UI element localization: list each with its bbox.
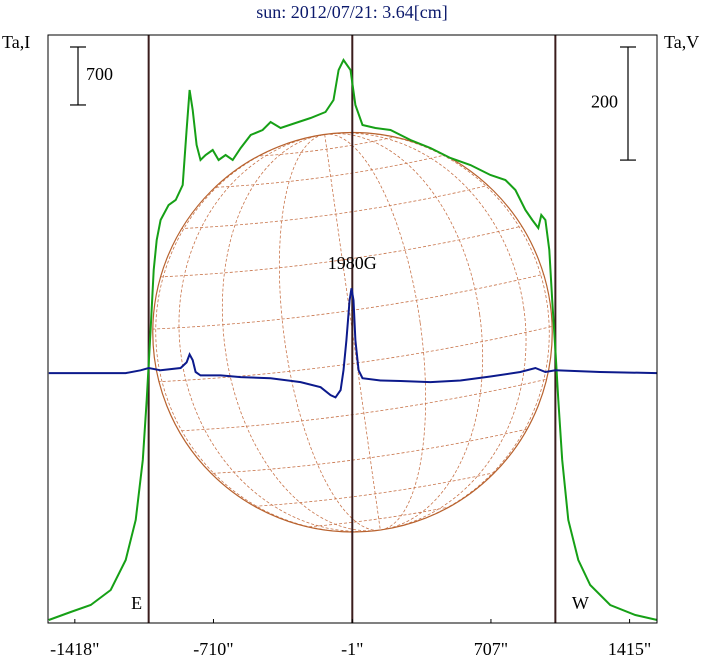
parallel xyxy=(177,421,553,476)
scale-bar-label: 700 xyxy=(86,64,113,84)
parallel xyxy=(152,372,553,433)
parallel xyxy=(152,223,533,278)
parallel xyxy=(175,183,495,230)
parallel xyxy=(255,135,398,157)
parallel xyxy=(214,463,534,509)
annotation: W xyxy=(572,593,589,613)
plot-frame xyxy=(47,34,658,624)
x-tick-label: -1418" xyxy=(50,639,99,659)
y2-axis-label: Ta,V xyxy=(664,32,699,52)
parallel xyxy=(152,270,553,331)
x-tick-label: 707" xyxy=(474,639,508,659)
y-axis-label: Ta,I xyxy=(2,32,30,52)
annotation: E xyxy=(131,593,142,613)
x-tick-label: -1" xyxy=(341,639,363,659)
data-line xyxy=(48,58,658,621)
x-tick-label: -710" xyxy=(193,639,233,659)
annotation: 1980G xyxy=(328,253,377,273)
chart-title: sun: 2012/07/21: 3.64[cm] xyxy=(256,2,448,22)
scale-bar-label: 200 xyxy=(591,92,618,112)
parallel xyxy=(211,153,449,188)
x-tick-label: 1415" xyxy=(608,639,651,659)
data-line xyxy=(48,288,658,399)
meridian xyxy=(278,133,427,531)
meridian xyxy=(324,134,381,531)
